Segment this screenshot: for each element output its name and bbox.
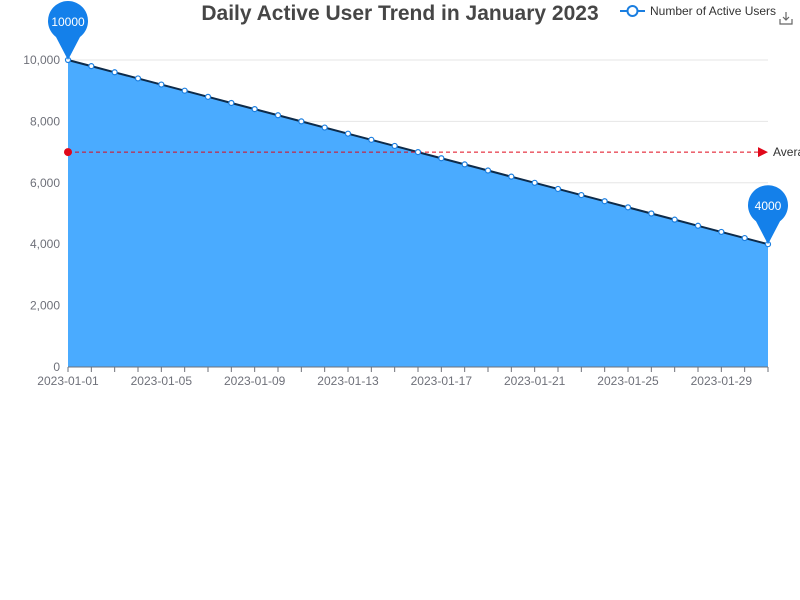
data-point bbox=[718, 228, 725, 236]
data-point bbox=[344, 130, 352, 137]
y-tick-label: 4,000 bbox=[30, 237, 60, 251]
data-point bbox=[554, 185, 562, 193]
data-point bbox=[321, 124, 328, 131]
line-circle-icon bbox=[620, 5, 645, 17]
data-point bbox=[484, 167, 492, 174]
mark-pins: 10000 4000 bbox=[48, 1, 789, 245]
data-point bbox=[274, 112, 282, 119]
x-tick-label: 2023-01-09 bbox=[224, 374, 286, 388]
data-points bbox=[64, 56, 772, 248]
data-point bbox=[158, 81, 165, 88]
x-tick-label: 2023-01-05 bbox=[131, 374, 193, 388]
y-tick-label: 2,000 bbox=[30, 299, 60, 313]
data-point bbox=[228, 99, 235, 107]
area-fill bbox=[68, 60, 768, 367]
x-tick-label: 2023-01-29 bbox=[691, 374, 753, 388]
data-point bbox=[624, 204, 632, 211]
average-line-arrow bbox=[758, 147, 768, 158]
data-point bbox=[134, 75, 142, 82]
data-point bbox=[694, 222, 702, 229]
pin-label: 4000 bbox=[755, 199, 782, 213]
x-tick-label: 2023-01-17 bbox=[411, 374, 473, 388]
data-point bbox=[741, 234, 748, 242]
y-tick-label: 10,000 bbox=[23, 53, 60, 67]
axes: 0 2,000 4,000 6,000 8,000 10,000 2023-01-01 202… bbox=[23, 53, 769, 388]
data-point bbox=[508, 173, 515, 180]
data-point bbox=[204, 93, 212, 100]
pin-shape bbox=[748, 185, 789, 245]
x-tick-label: 2023-01-13 bbox=[317, 374, 379, 388]
data-point bbox=[461, 161, 468, 168]
average-markline: Avera bbox=[64, 145, 800, 159]
chart-title: Daily Active User Trend in January 2023 bbox=[201, 2, 599, 25]
mark-pin: 10000 bbox=[48, 1, 89, 61]
data-point bbox=[391, 142, 398, 150]
pin-label: 10000 bbox=[51, 15, 85, 29]
area-layer bbox=[67, 59, 769, 367]
y-tick-label: 0 bbox=[53, 360, 60, 374]
legend-label: Number of Active Users bbox=[650, 4, 777, 18]
average-line-label: Avera bbox=[773, 145, 800, 159]
data-point bbox=[438, 155, 445, 162]
data-point bbox=[251, 106, 258, 113]
data-point bbox=[601, 198, 608, 205]
y-tick-label: 8,000 bbox=[30, 114, 60, 128]
data-point bbox=[181, 87, 188, 94]
mark-pin: 4000 bbox=[748, 185, 789, 245]
data-point bbox=[368, 136, 375, 143]
x-tick-label: 2023-01-25 bbox=[597, 374, 659, 388]
data-point bbox=[111, 69, 118, 76]
data-point bbox=[414, 149, 422, 156]
y-tick-label: 6,000 bbox=[30, 176, 60, 190]
data-point bbox=[298, 118, 305, 125]
legend[interactable]: Number of Active Users bbox=[620, 4, 776, 18]
data-point bbox=[88, 63, 95, 70]
average-line-start bbox=[64, 148, 72, 157]
download-icon[interactable] bbox=[778, 10, 794, 26]
pin-shape bbox=[48, 1, 89, 61]
data-point bbox=[648, 210, 655, 217]
data-point bbox=[531, 179, 538, 186]
x-tick-label: 2023-01-21 bbox=[504, 374, 566, 388]
x-tick-label: 2023-01-01 bbox=[37, 374, 99, 388]
data-point bbox=[578, 191, 585, 199]
data-point bbox=[671, 216, 678, 223]
